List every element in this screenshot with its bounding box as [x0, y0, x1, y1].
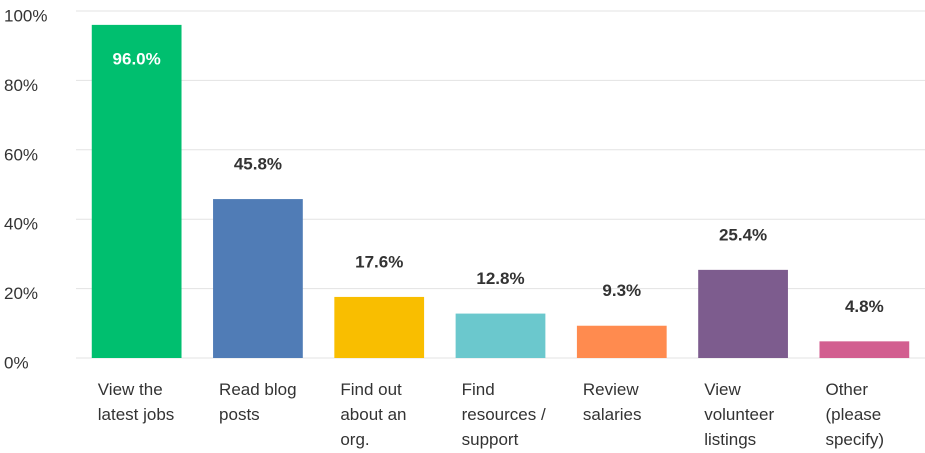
y-tick-label: 0% — [4, 353, 29, 372]
value-label: 4.8% — [845, 297, 884, 316]
value-label: 12.8% — [476, 269, 524, 288]
bar — [819, 341, 910, 358]
value-label: 96.0% — [113, 49, 161, 68]
bar — [334, 296, 425, 358]
y-tick-label: 40% — [4, 215, 38, 234]
x-tick-label: Review salaries — [582, 380, 642, 424]
x-tick-label: Find out about an org. — [340, 380, 407, 449]
y-tick-label: 20% — [4, 284, 38, 303]
bar — [91, 24, 182, 358]
x-tick-label: Read blog posts — [219, 380, 297, 424]
y-tick-label: 60% — [4, 145, 38, 164]
x-tick-label: View volunteer listings — [704, 380, 775, 449]
bar — [455, 313, 546, 358]
value-label: 45.8% — [234, 155, 282, 174]
x-tick-label: Find resources / support — [461, 380, 546, 449]
value-label: 9.3% — [602, 281, 641, 300]
bar — [698, 269, 788, 358]
x-tick-label: View the latest jobs — [97, 380, 175, 424]
value-label: 17.6% — [355, 252, 403, 271]
bar — [213, 199, 303, 358]
y-tick-label: 80% — [4, 76, 38, 95]
value-label: 25.4% — [719, 225, 767, 244]
x-tick-label: Other (please specify) — [825, 380, 885, 449]
y-tick-label: 100% — [4, 6, 47, 25]
bar — [576, 325, 667, 358]
